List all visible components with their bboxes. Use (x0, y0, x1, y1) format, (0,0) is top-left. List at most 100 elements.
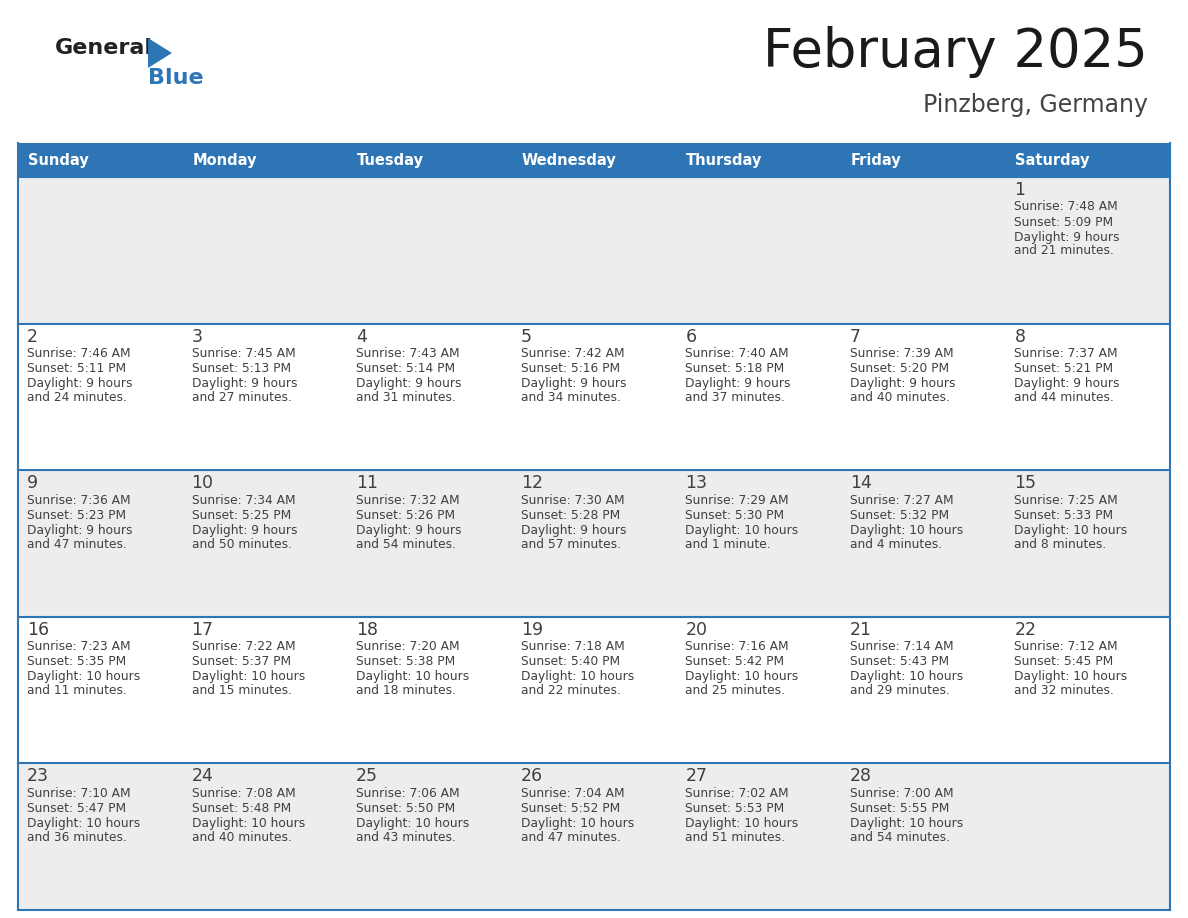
Bar (18, 764, 1170, 910)
Text: Sunset: 5:14 PM: Sunset: 5:14 PM (356, 362, 455, 375)
Text: Sunrise: 7:43 AM: Sunrise: 7:43 AM (356, 347, 460, 360)
Text: Sunset: 5:09 PM: Sunset: 5:09 PM (1015, 216, 1113, 229)
Text: and 32 minutes.: and 32 minutes. (1015, 684, 1114, 698)
Text: Daylight: 9 hours: Daylight: 9 hours (849, 377, 955, 390)
Text: 5: 5 (520, 328, 532, 345)
Text: Thursday: Thursday (687, 152, 763, 167)
Text: Daylight: 9 hours: Daylight: 9 hours (191, 377, 297, 390)
Polygon shape (148, 38, 172, 68)
Text: Sunset: 5:16 PM: Sunset: 5:16 PM (520, 362, 620, 375)
Text: Sunset: 5:47 PM: Sunset: 5:47 PM (27, 802, 126, 815)
Text: and 22 minutes.: and 22 minutes. (520, 684, 620, 698)
Text: Sunrise: 7:12 AM: Sunrise: 7:12 AM (1015, 640, 1118, 654)
Text: 28: 28 (849, 767, 872, 786)
Text: Daylight: 10 hours: Daylight: 10 hours (685, 817, 798, 830)
Bar (183, 143, 347, 177)
Text: and 40 minutes.: and 40 minutes. (849, 391, 949, 404)
Text: Sunset: 5:25 PM: Sunset: 5:25 PM (191, 509, 291, 521)
Text: Sunset: 5:18 PM: Sunset: 5:18 PM (685, 362, 784, 375)
Text: Sunrise: 7:48 AM: Sunrise: 7:48 AM (1015, 200, 1118, 214)
Text: Daylight: 9 hours: Daylight: 9 hours (356, 377, 462, 390)
Text: Daylight: 10 hours: Daylight: 10 hours (685, 523, 798, 537)
Text: Sunset: 5:55 PM: Sunset: 5:55 PM (849, 802, 949, 815)
Text: and 37 minutes.: and 37 minutes. (685, 391, 785, 404)
Text: and 25 minutes.: and 25 minutes. (685, 684, 785, 698)
Text: 11: 11 (356, 475, 378, 492)
Text: 22: 22 (1015, 621, 1036, 639)
Text: 8: 8 (1015, 328, 1025, 345)
Text: 25: 25 (356, 767, 378, 786)
Text: 23: 23 (27, 767, 49, 786)
Text: 26: 26 (520, 767, 543, 786)
Text: Sunrise: 7:34 AM: Sunrise: 7:34 AM (191, 494, 295, 507)
Text: Daylight: 9 hours: Daylight: 9 hours (685, 377, 791, 390)
Text: Sunrise: 7:16 AM: Sunrise: 7:16 AM (685, 640, 789, 654)
Text: Saturday: Saturday (1016, 152, 1089, 167)
Text: and 43 minutes.: and 43 minutes. (356, 831, 456, 844)
Text: 12: 12 (520, 475, 543, 492)
Text: Sunrise: 7:00 AM: Sunrise: 7:00 AM (849, 787, 954, 800)
Text: Sunset: 5:52 PM: Sunset: 5:52 PM (520, 802, 620, 815)
Text: and 27 minutes.: and 27 minutes. (191, 391, 291, 404)
Text: Sunrise: 7:22 AM: Sunrise: 7:22 AM (191, 640, 295, 654)
Text: Sunset: 5:45 PM: Sunset: 5:45 PM (1015, 655, 1113, 668)
Text: and 8 minutes.: and 8 minutes. (1015, 538, 1107, 551)
Text: and 29 minutes.: and 29 minutes. (849, 684, 949, 698)
Text: Sunrise: 7:14 AM: Sunrise: 7:14 AM (849, 640, 954, 654)
Text: and 11 minutes.: and 11 minutes. (27, 684, 127, 698)
Text: Sunrise: 7:25 AM: Sunrise: 7:25 AM (1015, 494, 1118, 507)
Text: Daylight: 9 hours: Daylight: 9 hours (1015, 377, 1120, 390)
Text: Sunrise: 7:30 AM: Sunrise: 7:30 AM (520, 494, 625, 507)
Text: Sunrise: 7:39 AM: Sunrise: 7:39 AM (849, 347, 954, 360)
Bar (18, 177, 1170, 324)
Text: Monday: Monday (192, 152, 257, 167)
Text: 20: 20 (685, 621, 707, 639)
Text: 19: 19 (520, 621, 543, 639)
Text: Sunset: 5:20 PM: Sunset: 5:20 PM (849, 362, 949, 375)
Text: Sunrise: 7:46 AM: Sunrise: 7:46 AM (27, 347, 131, 360)
Text: and 24 minutes.: and 24 minutes. (27, 391, 127, 404)
Text: Sunrise: 7:10 AM: Sunrise: 7:10 AM (27, 787, 131, 800)
Bar (18, 617, 1170, 764)
Text: Daylight: 10 hours: Daylight: 10 hours (849, 523, 963, 537)
Text: Sunrise: 7:40 AM: Sunrise: 7:40 AM (685, 347, 789, 360)
Text: Daylight: 10 hours: Daylight: 10 hours (191, 817, 305, 830)
Text: Sunrise: 7:36 AM: Sunrise: 7:36 AM (27, 494, 131, 507)
Text: Daylight: 10 hours: Daylight: 10 hours (356, 670, 469, 683)
Text: Daylight: 10 hours: Daylight: 10 hours (849, 817, 963, 830)
Text: 7: 7 (849, 328, 861, 345)
Text: 6: 6 (685, 328, 696, 345)
Text: Daylight: 9 hours: Daylight: 9 hours (27, 523, 133, 537)
Bar (18, 470, 1170, 617)
Text: Blue: Blue (148, 68, 203, 88)
Text: Daylight: 10 hours: Daylight: 10 hours (685, 670, 798, 683)
Text: Sunrise: 7:23 AM: Sunrise: 7:23 AM (27, 640, 131, 654)
Text: and 51 minutes.: and 51 minutes. (685, 831, 785, 844)
Text: Sunset: 5:23 PM: Sunset: 5:23 PM (27, 509, 126, 521)
Text: and 21 minutes.: and 21 minutes. (1015, 244, 1114, 258)
Text: Daylight: 10 hours: Daylight: 10 hours (356, 817, 469, 830)
Text: Daylight: 9 hours: Daylight: 9 hours (191, 523, 297, 537)
Text: Daylight: 10 hours: Daylight: 10 hours (27, 817, 140, 830)
Text: Wednesday: Wednesday (522, 152, 617, 167)
Text: Sunrise: 7:04 AM: Sunrise: 7:04 AM (520, 787, 625, 800)
Text: Daylight: 10 hours: Daylight: 10 hours (1015, 670, 1127, 683)
Text: Sunrise: 7:20 AM: Sunrise: 7:20 AM (356, 640, 460, 654)
Text: Sunset: 5:42 PM: Sunset: 5:42 PM (685, 655, 784, 668)
Text: Daylight: 10 hours: Daylight: 10 hours (1015, 523, 1127, 537)
Text: Sunset: 5:38 PM: Sunset: 5:38 PM (356, 655, 455, 668)
Text: and 47 minutes.: and 47 minutes. (27, 538, 127, 551)
Bar (841, 143, 1005, 177)
Text: Sunset: 5:48 PM: Sunset: 5:48 PM (191, 802, 291, 815)
Text: 14: 14 (849, 475, 872, 492)
Text: Sunset: 5:53 PM: Sunset: 5:53 PM (685, 802, 784, 815)
Text: Sunrise: 7:32 AM: Sunrise: 7:32 AM (356, 494, 460, 507)
Text: and 31 minutes.: and 31 minutes. (356, 391, 456, 404)
Text: Sunset: 5:37 PM: Sunset: 5:37 PM (191, 655, 291, 668)
Text: Daylight: 9 hours: Daylight: 9 hours (520, 377, 626, 390)
Text: Sunday: Sunday (29, 152, 89, 167)
Text: and 36 minutes.: and 36 minutes. (27, 831, 127, 844)
Text: Sunset: 5:32 PM: Sunset: 5:32 PM (849, 509, 949, 521)
Text: Tuesday: Tuesday (358, 152, 424, 167)
Bar (18, 324, 1170, 470)
